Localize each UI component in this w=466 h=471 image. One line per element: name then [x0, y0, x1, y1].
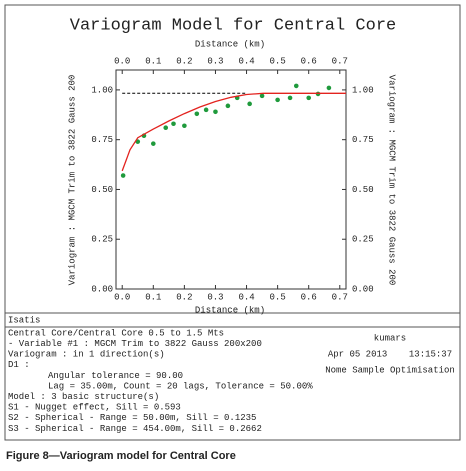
y-axis-label: Variogram : MGCM Trim to 3822 Gauss 200	[387, 75, 397, 286]
x-tick-label: 0.3	[207, 56, 223, 66]
x-tick-label: 0.6	[301, 292, 317, 302]
info-line: Model : 3 basic structure(s)	[8, 392, 159, 402]
y-tick-label: 1.00	[352, 85, 374, 95]
x-tick-label: 0.6	[301, 56, 317, 66]
date: Apr 05 2013 13:15:37	[328, 349, 452, 359]
info-line: Angular tolerance = 90.00	[48, 371, 183, 381]
data-point	[247, 101, 252, 107]
y-tick-label: 0.75	[352, 135, 374, 145]
y-tick-label: 0.25	[91, 235, 113, 245]
info-line: D1 :	[8, 360, 30, 370]
y-tick-label: 0.00	[91, 284, 113, 294]
x-tick-label: 0.2	[176, 292, 192, 302]
info-line: Central Core/Central Core 0.5 to 1.5 Mts	[8, 328, 224, 338]
x-axis-label: Distance (km)	[195, 305, 265, 315]
x-tick-label: 0.5	[270, 292, 286, 302]
x-tick-label: 0.4	[238, 56, 254, 66]
chart-title: Variogram Model for Central Core	[70, 16, 396, 35]
info-line: S1 - Nugget effect, Sill = 0.593	[8, 403, 181, 413]
y-tick-label: 0.50	[91, 185, 113, 195]
x-tick-label: 0.3	[207, 292, 223, 302]
y-tick-label: 0.25	[352, 235, 374, 245]
x-tick-label: 0.4	[238, 292, 254, 302]
x-tick-label: 0.5	[270, 56, 286, 66]
data-point	[213, 109, 218, 115]
software: Isatis	[8, 315, 40, 325]
data-point	[293, 83, 299, 89]
model-curve	[121, 92, 346, 172]
info-line: S2 - Spherical - Range = 50.00m, Sill = …	[8, 413, 256, 423]
y-tick-label: 0.50	[352, 185, 374, 195]
data-point	[287, 95, 293, 101]
y-tick-label: 1.00	[91, 85, 113, 95]
x-tick-label: 0.0	[114, 56, 130, 66]
data-point	[163, 125, 169, 131]
plot-frame	[115, 69, 347, 290]
y-tick-label: 0.00	[352, 284, 374, 294]
x-tick-label: 0.1	[145, 292, 161, 302]
data-point	[203, 107, 209, 113]
data-point	[275, 97, 280, 103]
caption: Figure 8—Variogram model for Central Cor…	[6, 450, 236, 462]
user: kumars	[374, 333, 406, 343]
info-line: Variogram : in 1 direction(s)	[8, 350, 165, 360]
info-line: - Variable #1 : MGCM Trim to 3822 Gauss …	[8, 339, 262, 349]
data-point	[150, 141, 156, 146]
data-point	[225, 103, 231, 109]
info-line: S3 - Spherical - Range = 454.00m, Sill =…	[8, 424, 262, 434]
x-tick-label: 0.7	[332, 56, 348, 66]
info-line: Lag = 35.00m, Count = 20 lags, Tolerance…	[48, 381, 313, 391]
project: Nome Sample Optimisation	[325, 365, 455, 375]
data-point	[306, 95, 312, 101]
data-point	[259, 93, 265, 99]
x-tick-label: 0.1	[145, 56, 161, 66]
data-point	[182, 123, 187, 129]
data-point	[194, 111, 200, 117]
data-point	[326, 85, 332, 91]
x-tick-label: 0.0	[114, 292, 130, 302]
data-point	[171, 121, 176, 127]
x-axis-label: Distance (km)	[195, 39, 265, 49]
y-axis-label: Variogram : MGCM Trim to 3822 Gauss 200	[67, 75, 77, 286]
frame	[4, 4, 461, 441]
x-tick-label: 0.7	[332, 292, 348, 302]
data-point	[120, 173, 126, 178]
x-tick-label: 0.2	[176, 56, 192, 66]
y-tick-label: 0.75	[91, 135, 113, 145]
